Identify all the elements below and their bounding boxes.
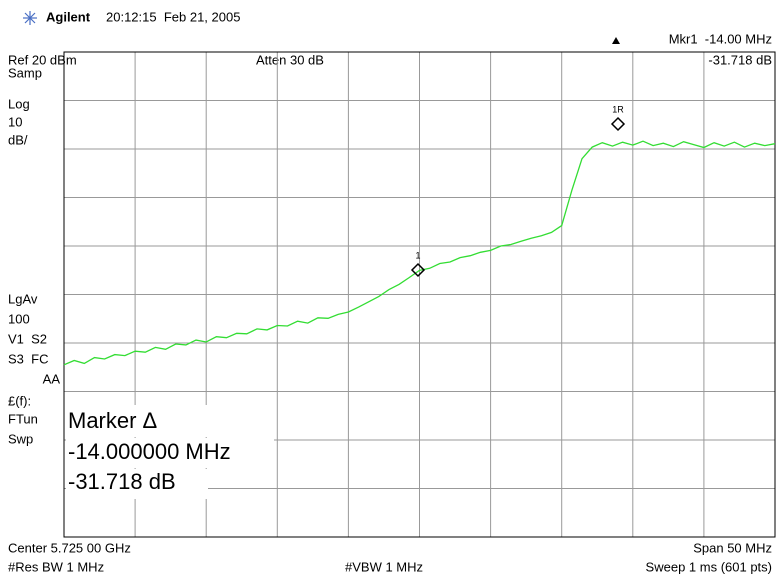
left-panel: Samp Log 10 dB/LgAv 100 V1 S2 S3 FC AA £(f): FTun… <box>8 65 60 446</box>
side-label: dB/ <box>8 132 28 147</box>
graticule-border <box>63 51 776 538</box>
side-label: FTun <box>8 411 38 426</box>
attenuation: Atten 30 dB <box>256 52 324 67</box>
marker-value: -31.718 dB <box>708 52 772 67</box>
trace-layer <box>63 140 776 366</box>
trace <box>63 140 776 366</box>
sweep: Sweep 1 ms (601 pts) <box>646 559 772 574</box>
marker-box-frequency: -14.000000 MHz <box>68 439 231 464</box>
delta-icon <box>612 37 620 44</box>
side-label: AA <box>43 371 61 386</box>
marker-box-value: -31.718 dB <box>68 469 176 494</box>
timestamp: 20:12:15 Feb 21, 2005 <box>106 9 240 24</box>
res-bw: #Res BW 1 MHz <box>8 559 104 574</box>
marker-label: 1 <box>415 250 420 260</box>
marker-box-title: Marker Δ <box>68 408 158 433</box>
marker-label: 1R <box>612 104 624 114</box>
marker-1: 1 <box>410 250 426 278</box>
agilent-logo <box>23 11 37 25</box>
span: Span 50 MHz <box>693 540 772 555</box>
side-label: V1 S2 <box>8 331 47 346</box>
side-label: Samp <box>8 65 42 80</box>
side-label: £(f): <box>8 393 31 408</box>
side-label: Swp <box>8 431 33 446</box>
marker-readout: Mkr1 -14.00 MHz <box>669 31 772 46</box>
side-label: Log <box>8 96 30 111</box>
side-label: 100 <box>8 311 30 326</box>
side-label: 10 <box>8 114 22 129</box>
side-label: LgAv <box>8 291 38 306</box>
marker-box: Marker Δ -14.000000 MHz -31.718 dB <box>66 405 274 499</box>
ref-level: Ref 20 dBm <box>8 52 77 67</box>
center-frequency: Center 5.725 00 GHz <box>8 540 131 555</box>
vbw: #VBW 1 MHz <box>345 559 423 574</box>
brand: Agilent <box>46 9 91 24</box>
side-label: S3 FC <box>8 351 48 366</box>
marker-1r: 1R <box>610 104 626 132</box>
